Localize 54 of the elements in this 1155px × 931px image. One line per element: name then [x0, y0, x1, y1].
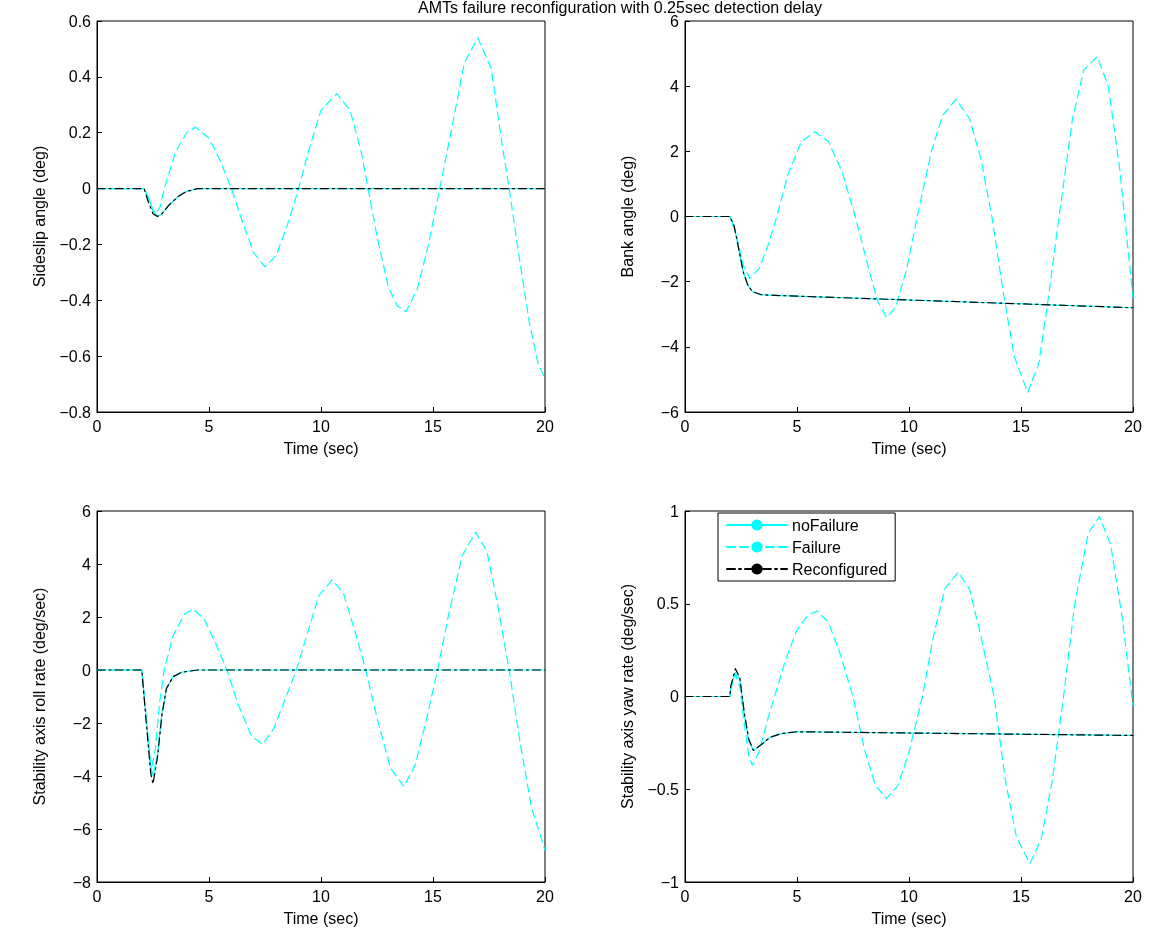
x-tick-label: 15 — [1012, 417, 1030, 435]
x-tick-label: 10 — [312, 887, 330, 905]
x-tick-label: 10 — [312, 417, 330, 435]
y-tick-label: 4 — [82, 555, 92, 573]
y-axis-title: Stability axis roll rate (deg/sec) — [30, 587, 48, 806]
y-tick-label: 0 — [670, 688, 680, 705]
y-tick-label: −6 — [72, 820, 92, 838]
x-tick-label: 5 — [792, 417, 802, 435]
legend-label: noFailure — [792, 516, 859, 534]
x-tick-label: 15 — [1012, 887, 1030, 905]
x-axis-title: Time (sec) — [283, 909, 359, 927]
y-tick-label: −4 — [660, 338, 680, 356]
y-tick-label: −6 — [660, 403, 680, 421]
y-tick-label: −0.6 — [59, 347, 92, 365]
y-tick-label: 2 — [82, 608, 92, 626]
y-tick-label: −0.2 — [59, 235, 92, 253]
x-axis-title: Time (sec) — [871, 439, 947, 457]
y-tick-label: −0.5 — [647, 780, 680, 798]
y-tick-label: 2 — [670, 142, 680, 160]
x-tick-label: 10 — [900, 887, 918, 905]
y-tick-label: 0 — [670, 208, 680, 225]
x-tick-label: 5 — [204, 887, 214, 905]
x-tick-label: 20 — [1124, 417, 1142, 435]
y-tick-label: 0 — [82, 661, 92, 679]
y-tick-label: 4 — [670, 77, 680, 95]
y-tick-label: 1 — [670, 502, 680, 520]
x-axis-title: Time (sec) — [871, 909, 947, 927]
y-tick-label: 0.5 — [656, 595, 680, 613]
y-tick-label: 0 — [82, 180, 92, 198]
y-axis-title: Sideslip angle (deg) — [30, 145, 48, 288]
x-tick-label: 15 — [424, 887, 442, 905]
y-tick-label: 0.4 — [68, 68, 92, 86]
x-tick-label: 5 — [204, 417, 214, 435]
y-tick-label: −1 — [660, 873, 680, 891]
y-axis-title: Stability axis yaw rate (deg/sec) — [618, 584, 636, 809]
y-axis-title: Bank angle (deg) — [618, 155, 636, 278]
y-tick-label: −0.4 — [59, 291, 92, 309]
y-tick-label: 0.2 — [68, 124, 92, 142]
x-tick-label: 10 — [900, 417, 918, 435]
y-tick-label: −0.8 — [59, 403, 92, 421]
legend-label: Reconfigured — [792, 560, 888, 578]
x-tick-label: 20 — [1124, 887, 1142, 905]
x-tick-label: 20 — [536, 887, 554, 905]
x-tick-label: 20 — [536, 417, 554, 435]
x-axis-title: Time (sec) — [283, 439, 359, 457]
legend-label: Failure — [792, 538, 842, 556]
y-tick-label: 0.6 — [68, 12, 92, 30]
x-tick-label: 5 — [792, 887, 802, 905]
y-tick-label: 6 — [82, 502, 92, 520]
y-tick-label: −8 — [72, 873, 92, 891]
y-tick-label: −4 — [72, 767, 92, 785]
x-tick-label: 15 — [424, 417, 442, 435]
y-tick-label: −2 — [660, 273, 680, 291]
y-tick-label: −2 — [72, 714, 92, 732]
